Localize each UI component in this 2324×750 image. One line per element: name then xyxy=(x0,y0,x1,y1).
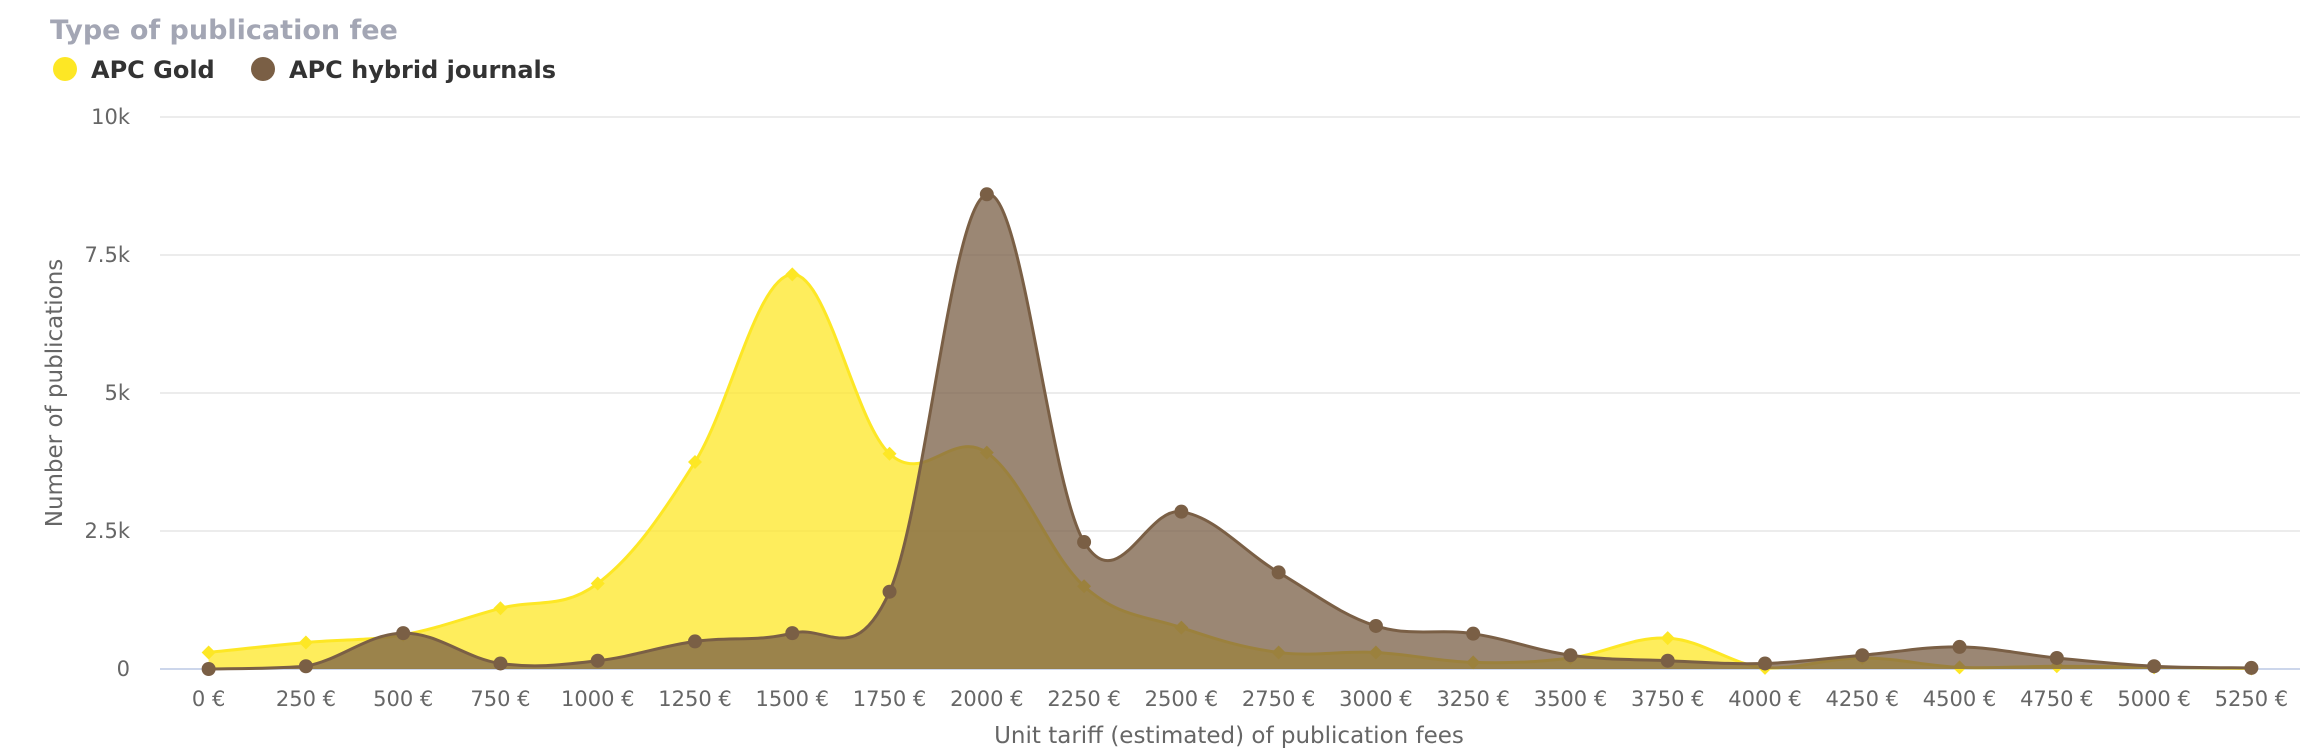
point-apc-hybrid-journals[interactable] xyxy=(882,584,897,599)
point-apc-gold[interactable] xyxy=(1660,631,1675,646)
x-tick-label: 3500 € xyxy=(1534,687,1607,711)
series-apc-hybrid-journals xyxy=(201,187,2259,676)
point-apc-hybrid-journals[interactable] xyxy=(298,659,313,674)
point-apc-hybrid-journals[interactable] xyxy=(2147,659,2162,674)
point-apc-gold[interactable] xyxy=(785,267,800,282)
point-apc-hybrid-journals[interactable] xyxy=(1466,626,1481,641)
x-tick-label: 1500 € xyxy=(756,687,829,711)
x-tick-label: 2000 € xyxy=(950,687,1023,711)
point-apc-hybrid-journals[interactable] xyxy=(1660,653,1675,668)
y-tick-label: 5k xyxy=(104,381,130,405)
y-tick-label: 7.5k xyxy=(84,243,130,267)
area-apc-hybrid-journals xyxy=(208,194,2252,669)
point-apc-hybrid-journals[interactable] xyxy=(1855,648,1870,663)
legend-marker-apc-hybrid-journals xyxy=(251,57,275,81)
point-apc-hybrid-journals[interactable] xyxy=(201,662,216,676)
x-tick-label: 2750 € xyxy=(1242,687,1315,711)
x-tick-label: 5250 € xyxy=(2215,687,2288,711)
point-apc-hybrid-journals[interactable] xyxy=(785,626,800,641)
point-apc-hybrid-journals[interactable] xyxy=(590,653,605,668)
point-apc-gold[interactable] xyxy=(298,635,313,650)
area-apc-gold xyxy=(208,274,2252,669)
x-tick-label: 4500 € xyxy=(1923,687,1996,711)
point-apc-hybrid-journals[interactable] xyxy=(1758,656,1772,671)
x-axis-ticks: 0 € 250 € 500 € 750 € 1000 € 1250 € 1500 € 1750… xyxy=(192,687,2288,711)
x-tick-label: 3750 € xyxy=(1631,687,1704,711)
point-apc-hybrid-journals[interactable] xyxy=(396,626,411,641)
point-apc-hybrid-journals[interactable] xyxy=(1077,535,1092,550)
x-tick-label: 1750 € xyxy=(853,687,926,711)
x-tick-label: 250 € xyxy=(276,687,336,711)
x-tick-label: 750 € xyxy=(470,687,530,711)
legend-label-apc-gold: APC Gold xyxy=(91,56,215,84)
point-apc-hybrid-journals[interactable] xyxy=(979,187,994,202)
x-tick-label: 500 € xyxy=(373,687,433,711)
point-apc-hybrid-journals[interactable] xyxy=(493,656,508,671)
x-tick-label: 2250 € xyxy=(1047,687,1120,711)
point-apc-hybrid-journals[interactable] xyxy=(2244,660,2259,675)
legend-marker-apc-gold xyxy=(53,57,77,81)
point-apc-hybrid-journals[interactable] xyxy=(2049,650,2064,665)
point-apc-gold[interactable] xyxy=(493,601,508,616)
y-tick-label: 0 xyxy=(117,657,130,681)
point-apc-hybrid-journals[interactable] xyxy=(1174,504,1189,519)
legend: APC Gold APC hybrid journals xyxy=(53,56,556,84)
point-apc-hybrid-journals[interactable] xyxy=(1563,648,1578,663)
x-tick-label: 4000 € xyxy=(1728,687,1801,711)
point-apc-hybrid-journals[interactable] xyxy=(1271,565,1286,580)
y-tick-label: 10k xyxy=(91,105,131,129)
y-axis-ticks: 0 2.5k 5k 7.5k 10k xyxy=(84,105,130,681)
x-tick-label: 5000 € xyxy=(2117,687,2190,711)
point-apc-hybrid-journals[interactable] xyxy=(688,634,702,649)
x-tick-label: 1250 € xyxy=(658,687,731,711)
x-tick-label: 0 € xyxy=(192,687,225,711)
y-axis-title: Number of publications xyxy=(42,259,68,528)
point-apc-gold[interactable] xyxy=(688,455,702,469)
point-apc-hybrid-journals[interactable] xyxy=(1368,618,1383,633)
point-apc-gold[interactable] xyxy=(201,645,216,660)
x-tick-label: 3000 € xyxy=(1339,687,1412,711)
series-areas xyxy=(201,187,2259,676)
x-tick-label: 2500 € xyxy=(1145,687,1218,711)
y-tick-label: 2.5k xyxy=(84,519,130,543)
x-tick-label: 4250 € xyxy=(1826,687,1899,711)
x-tick-label: 1000 € xyxy=(561,687,634,711)
legend-item-apc-hybrid-journals[interactable]: APC hybrid journals xyxy=(251,56,556,84)
point-apc-gold[interactable] xyxy=(590,576,605,591)
x-tick-label: 4750 € xyxy=(2020,687,2093,711)
chart-title: Type of publication fee xyxy=(50,15,398,46)
x-tick-label: 3250 € xyxy=(1436,687,1509,711)
legend-label-apc-hybrid-journals: APC hybrid journals xyxy=(289,56,556,84)
legend-item-apc-gold[interactable]: APC Gold xyxy=(53,56,215,84)
point-apc-hybrid-journals[interactable] xyxy=(1952,639,1967,654)
x-axis-title: Unit tariff (estimated) of publication f… xyxy=(994,723,1464,749)
point-apc-gold[interactable] xyxy=(882,446,897,461)
